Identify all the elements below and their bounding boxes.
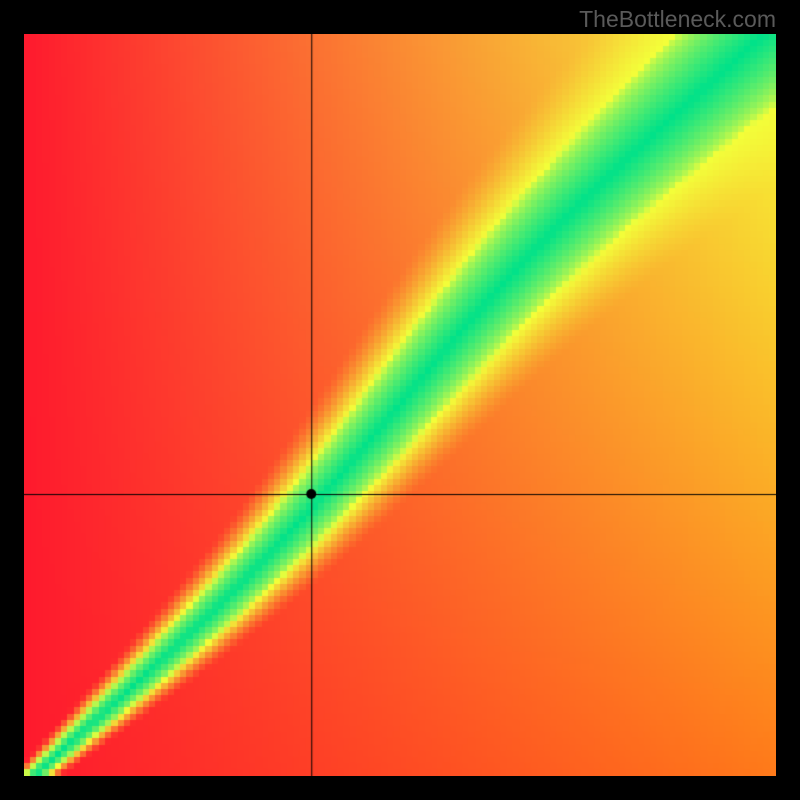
chart-frame: TheBottleneck.com <box>0 0 800 800</box>
watermark-text: TheBottleneck.com <box>579 6 776 33</box>
bottleneck-heatmap <box>24 34 776 776</box>
